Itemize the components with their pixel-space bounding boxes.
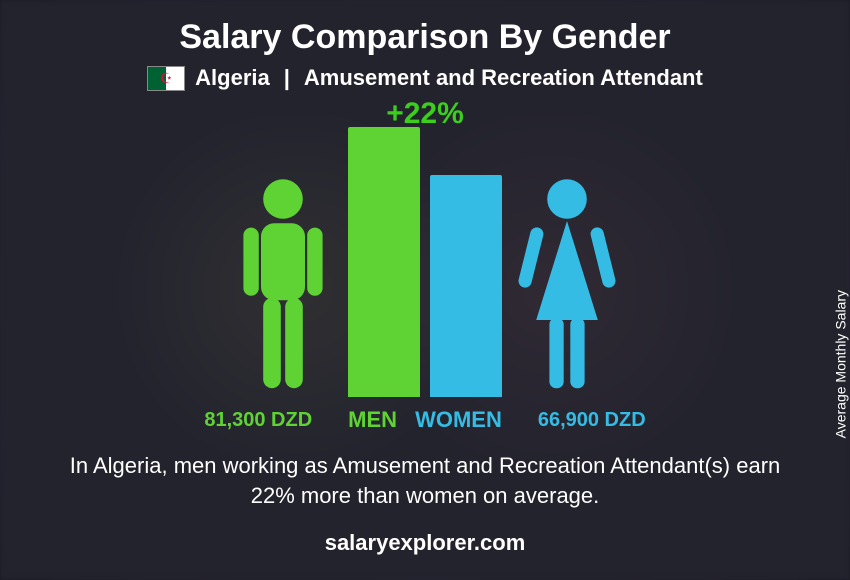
y-axis-label: Average Monthly Salary (832, 290, 848, 438)
infographic: Salary Comparison By Gender ☪ Algeria | … (0, 0, 850, 580)
site-credit: salaryexplorer.com (325, 530, 526, 556)
percent-difference-label: +22% (386, 97, 464, 131)
woman-icon (512, 177, 622, 397)
subtitle-row: ☪ Algeria | Amusement and Recreation Att… (147, 65, 703, 91)
separator: | (284, 65, 290, 91)
women-salary-value: 66,900 DZD (538, 409, 646, 432)
page-title: Salary Comparison By Gender (179, 18, 670, 57)
algeria-flag-icon: ☪ (147, 66, 185, 91)
description-text: In Algeria, men working as Amusement and… (55, 451, 795, 510)
men-icon-col (228, 177, 338, 397)
labels-row: 81,300 DZD MEN WOMEN 66,900 DZD (115, 407, 735, 433)
men-bar-col (348, 127, 420, 397)
men-bar (348, 127, 420, 397)
man-icon (228, 177, 338, 397)
women-bar (430, 175, 502, 397)
men-category-label: MEN (348, 407, 397, 433)
country-label: Algeria (195, 65, 270, 91)
men-salary-value: 81,300 DZD (204, 409, 312, 432)
women-icon-col (512, 177, 622, 397)
women-bar-col (430, 175, 502, 397)
gender-bar-chart: +22% (115, 97, 735, 397)
job-title-label: Amusement and Recreation Attendant (304, 65, 703, 91)
women-category-label: WOMEN (415, 407, 502, 433)
